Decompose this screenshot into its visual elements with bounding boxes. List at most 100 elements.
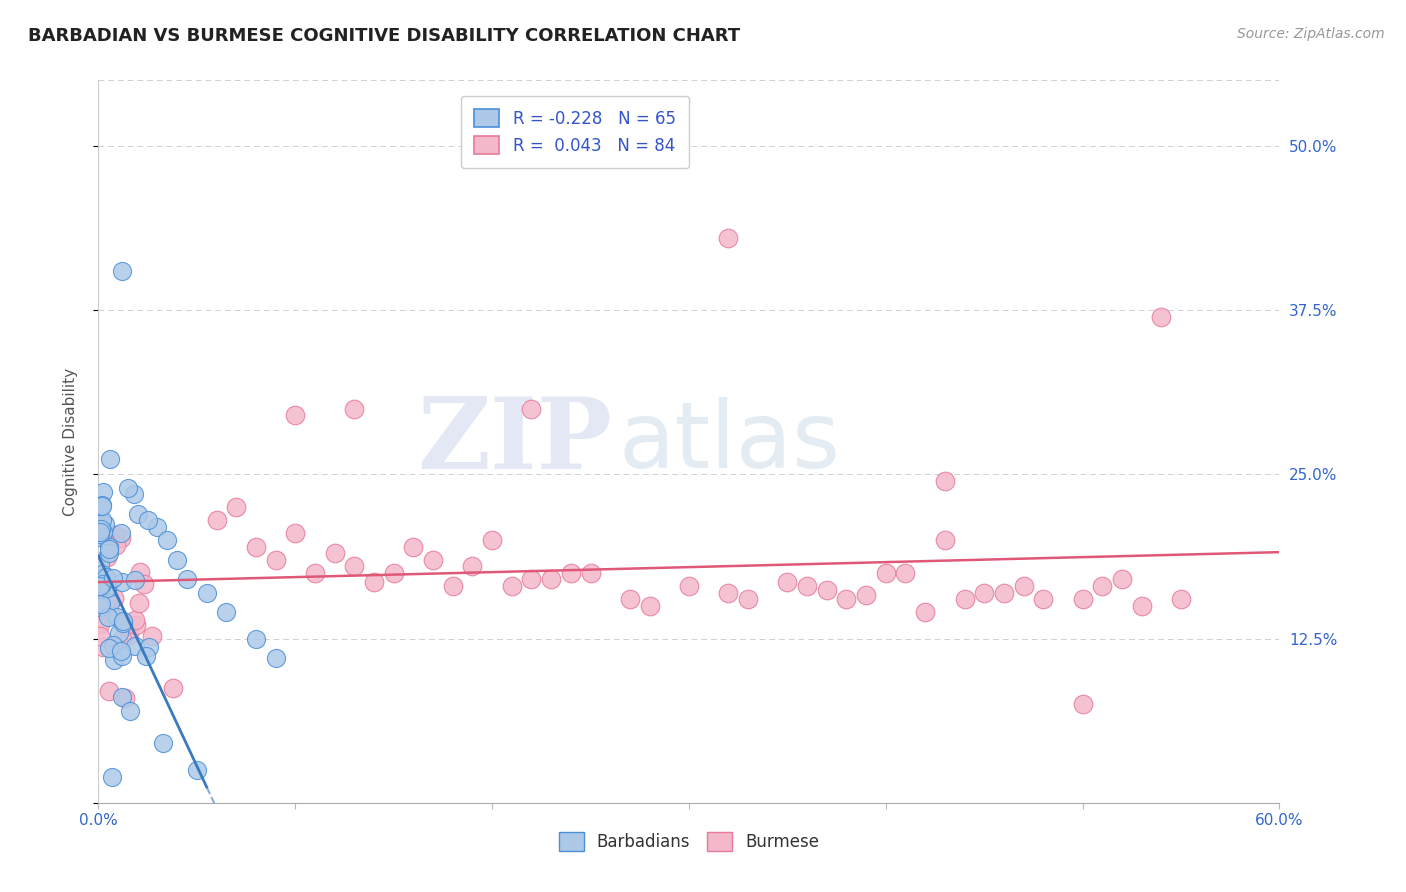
Point xyxy=(110,531,132,545)
Point xyxy=(90,603,112,617)
Point xyxy=(934,533,956,547)
Point xyxy=(520,573,543,587)
Point xyxy=(118,628,141,642)
Point xyxy=(90,597,112,611)
Point xyxy=(304,566,326,580)
Point xyxy=(89,516,111,531)
Point xyxy=(111,575,134,590)
Point xyxy=(103,591,125,605)
Point xyxy=(343,401,366,416)
Text: ZIP: ZIP xyxy=(418,393,612,490)
Point xyxy=(195,585,218,599)
Point xyxy=(89,600,111,615)
Point xyxy=(89,525,111,540)
Point xyxy=(91,485,114,500)
Point xyxy=(717,231,740,245)
Point xyxy=(205,513,228,527)
Point xyxy=(94,570,117,584)
Point xyxy=(136,513,159,527)
Point xyxy=(422,553,444,567)
Point xyxy=(96,549,118,564)
Point xyxy=(520,401,543,416)
Point xyxy=(89,579,111,593)
Point xyxy=(91,524,114,539)
Point xyxy=(501,579,523,593)
Point xyxy=(124,617,146,632)
Text: Source: ZipAtlas.com: Source: ZipAtlas.com xyxy=(1237,27,1385,41)
Point xyxy=(111,264,134,278)
Legend: Barbadians, Burmese: Barbadians, Burmese xyxy=(550,824,828,860)
Point xyxy=(124,613,146,627)
Point xyxy=(104,528,127,542)
Point xyxy=(128,566,150,580)
Text: atlas: atlas xyxy=(619,397,839,486)
Point xyxy=(1012,579,1035,593)
Point xyxy=(441,579,464,593)
Point xyxy=(1032,592,1054,607)
Point xyxy=(105,538,128,552)
Point xyxy=(118,704,141,718)
Point xyxy=(382,566,405,580)
Point xyxy=(128,596,150,610)
Point xyxy=(98,596,121,610)
Point xyxy=(560,566,582,580)
Point xyxy=(117,481,139,495)
Point xyxy=(776,575,799,590)
Point xyxy=(124,639,146,653)
Point xyxy=(481,533,503,547)
Point xyxy=(97,540,120,554)
Point xyxy=(1111,573,1133,587)
Point xyxy=(264,553,287,567)
Point xyxy=(141,629,163,643)
Point xyxy=(89,499,111,513)
Point xyxy=(363,575,385,590)
Point xyxy=(796,579,818,593)
Point xyxy=(111,632,134,647)
Point xyxy=(284,526,307,541)
Point xyxy=(97,641,120,656)
Point xyxy=(461,559,484,574)
Point xyxy=(94,517,117,532)
Point xyxy=(110,644,132,658)
Point xyxy=(89,558,111,572)
Point xyxy=(97,592,120,607)
Point xyxy=(934,474,956,488)
Point xyxy=(835,592,858,607)
Point xyxy=(1130,599,1153,613)
Point xyxy=(1170,592,1192,607)
Point xyxy=(973,585,995,599)
Point xyxy=(815,582,838,597)
Point xyxy=(124,573,146,587)
Point xyxy=(540,573,562,587)
Point xyxy=(91,499,114,513)
Point xyxy=(914,605,936,619)
Point xyxy=(98,542,121,557)
Point xyxy=(135,648,157,663)
Point xyxy=(993,585,1015,599)
Point xyxy=(737,592,759,607)
Point xyxy=(186,763,208,777)
Text: BARBADIAN VS BURMESE COGNITIVE DISABILITY CORRELATION CHART: BARBADIAN VS BURMESE COGNITIVE DISABILIT… xyxy=(28,27,740,45)
Point xyxy=(1150,310,1173,324)
Point xyxy=(89,629,111,643)
Point xyxy=(89,527,111,541)
Point xyxy=(225,500,247,515)
Point xyxy=(101,638,124,652)
Point xyxy=(91,640,114,654)
Point xyxy=(162,681,184,695)
Point xyxy=(134,577,156,591)
Y-axis label: Cognitive Disability: Cognitive Disability xyxy=(63,368,77,516)
Point xyxy=(176,573,198,587)
Point xyxy=(323,546,346,560)
Point xyxy=(110,525,132,540)
Point xyxy=(103,653,125,667)
Point xyxy=(98,546,121,560)
Point xyxy=(264,651,287,665)
Point xyxy=(90,566,112,581)
Point xyxy=(94,568,117,582)
Point xyxy=(245,632,267,646)
Point xyxy=(953,592,976,607)
Point xyxy=(166,553,188,567)
Point xyxy=(105,610,128,624)
Point xyxy=(101,770,124,784)
